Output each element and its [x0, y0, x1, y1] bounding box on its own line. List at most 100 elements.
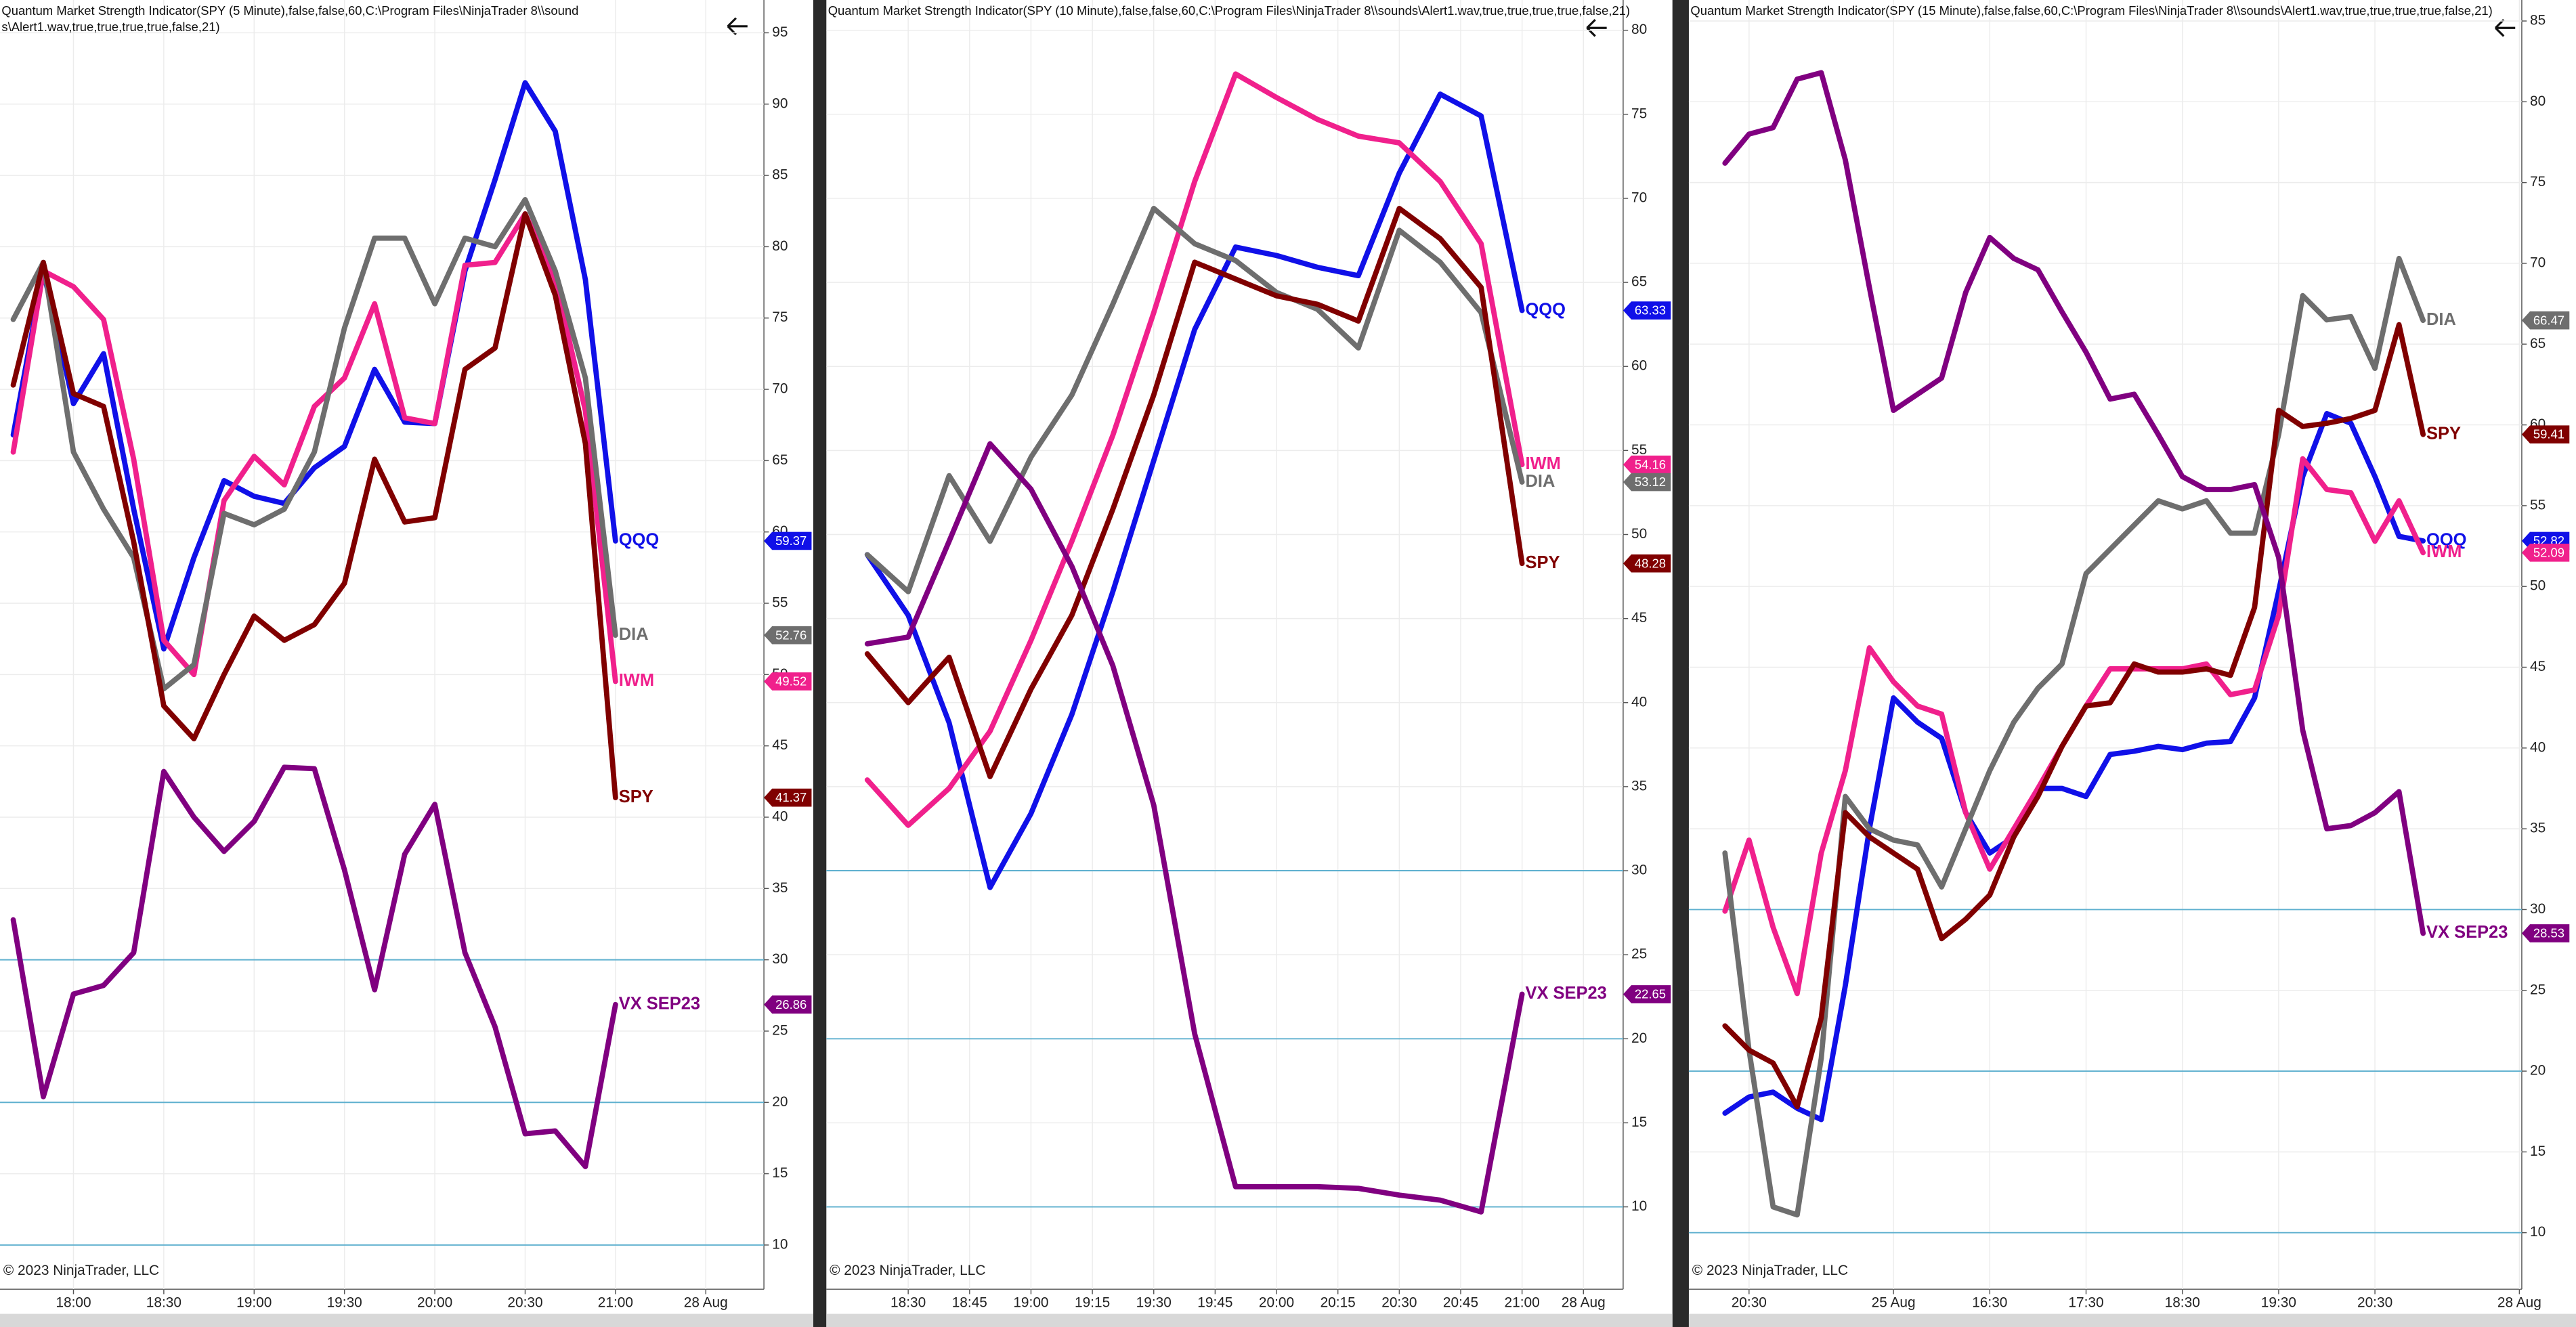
series-label: SPY — [1525, 553, 1560, 572]
x-tick-label: 18:00 — [56, 1295, 91, 1310]
x-tick-label: 25 Aug — [1872, 1295, 1916, 1310]
series-line — [10, 211, 618, 684]
x-tick-label: 19:00 — [1013, 1295, 1048, 1310]
value-tag — [764, 531, 812, 550]
x-tick-label: 20:45 — [1443, 1295, 1478, 1310]
back-arrow[interactable] — [1586, 18, 1607, 37]
y-tick-label: 15 — [2530, 1144, 2546, 1159]
y-tick-label: 20 — [2530, 1063, 2546, 1079]
y-tick-label: 35 — [1631, 778, 1647, 793]
x-tick-label: 20:00 — [1259, 1295, 1294, 1310]
y-tick-label: 70 — [772, 381, 788, 397]
x-tick-label: 28 Aug — [684, 1295, 728, 1310]
y-tick-label: 50 — [1631, 526, 1647, 542]
x-tick-label: 19:30 — [1136, 1295, 1172, 1310]
y-tick-label: 20 — [772, 1094, 788, 1110]
value-tag — [1623, 554, 1671, 573]
series-line — [864, 205, 1525, 594]
series-label: SPY — [2426, 424, 2461, 443]
value-tag-label: 63.33 — [1635, 303, 1666, 318]
value-tag — [2521, 924, 2570, 942]
series-label: VX SEP23 — [1525, 984, 1606, 1003]
y-tick-label: 10 — [772, 1236, 788, 1252]
x-tick-label: 20:30 — [507, 1295, 542, 1310]
value-tag-label: 54.16 — [1635, 457, 1666, 471]
x-tick-label: 18:30 — [890, 1295, 926, 1310]
series-line — [864, 205, 1525, 779]
series-label: QQQ — [619, 531, 659, 550]
y-tick-label: 50 — [2530, 578, 2546, 594]
series-line — [864, 441, 1525, 1215]
copyright: © 2023 NinjaTrader, LLC — [1692, 1263, 1848, 1278]
x-tick-label: 20:30 — [1381, 1295, 1417, 1310]
scrollbar[interactable] — [826, 1313, 1673, 1327]
value-tag — [764, 626, 812, 645]
value-tag — [2521, 425, 2570, 443]
title-box: Quantum Market Strength Indicator(SPY (1… — [1690, 3, 2493, 18]
y-tick-label: 10 — [2530, 1224, 2546, 1240]
y-tick-label: 25 — [1631, 947, 1647, 962]
value-tag — [1623, 455, 1671, 474]
scrollbar[interactable] — [1688, 1313, 2576, 1327]
value-tag-label: 59.41 — [2533, 427, 2564, 441]
x-tick-label: 17:30 — [2068, 1295, 2103, 1310]
scrollbar[interactable] — [0, 1313, 813, 1327]
x-tick-label: 19:15 — [1075, 1295, 1110, 1310]
y-tick-label: 75 — [1631, 106, 1647, 121]
series-label: IWM — [1525, 454, 1560, 473]
y-tick-label: 30 — [2530, 901, 2546, 917]
x-tick-label: 28 Aug — [1562, 1295, 1606, 1310]
series-label: QQQ — [2426, 531, 2466, 550]
chart-title: Quantum Market Strength Indicator(SPY (1… — [828, 3, 1631, 18]
y-tick-label: 40 — [772, 808, 788, 824]
y-tick-label: 45 — [1631, 610, 1647, 626]
y-tick-label: 70 — [2530, 255, 2546, 270]
series-label: SPY — [619, 787, 653, 806]
y-tick-label: 65 — [772, 452, 788, 468]
x-tick-label: 20:15 — [1321, 1295, 1356, 1310]
value-tag-label: 28.53 — [2533, 926, 2564, 940]
y-tick-label: 10 — [1631, 1198, 1647, 1214]
x-tick-label: 18:45 — [952, 1295, 987, 1310]
series-label: VX SEP23 — [2426, 923, 2508, 942]
y-tick-label: 75 — [772, 309, 788, 325]
x-tick-label: 21:00 — [598, 1295, 633, 1310]
value-tag-label: 48.28 — [1635, 556, 1666, 570]
x-tick-label: 19:00 — [236, 1295, 272, 1310]
y-tick-label: 75 — [2530, 174, 2546, 190]
x-tick-label: 16:30 — [1972, 1295, 2007, 1310]
y-tick-label: 55 — [2530, 497, 2546, 513]
title-box: Quantum Market Strength Indicator(SPY (5… — [1, 3, 578, 34]
panel-divider — [1672, 0, 1689, 1327]
y-tick-label: 35 — [2530, 821, 2546, 836]
y-tick-label: 85 — [2530, 13, 2546, 28]
value-tag — [764, 672, 812, 691]
copyright: © 2023 NinjaTrader, LLC — [830, 1263, 985, 1278]
y-tick-label: 65 — [2530, 336, 2546, 351]
series-label: DIA — [2426, 310, 2456, 329]
y-tick-label: 15 — [772, 1165, 788, 1181]
x-tick-label: 18:30 — [2165, 1295, 2200, 1310]
value-tag — [1623, 301, 1671, 320]
series-label: QQQ — [1525, 300, 1565, 319]
value-tag-label: 66.47 — [2533, 313, 2564, 327]
y-tick-label: 35 — [772, 880, 788, 896]
y-tick-label: 25 — [772, 1022, 788, 1038]
series-label: IWM — [619, 671, 654, 690]
series-line — [10, 80, 618, 652]
y-tick-label: 55 — [772, 595, 788, 611]
x-tick-label: 21:00 — [1505, 1295, 1540, 1310]
x-tick-label: 19:30 — [327, 1295, 362, 1310]
y-tick-label: 90 — [772, 95, 788, 111]
x-tick-label: 28 Aug — [2497, 1295, 2541, 1310]
y-tick-label: 80 — [772, 238, 788, 254]
series-label: DIA — [619, 625, 649, 644]
chart-title: Quantum Market Strength Indicator(SPY (1… — [1690, 3, 2493, 18]
y-tick-label: 80 — [2530, 93, 2546, 109]
series-line — [1722, 322, 2426, 1110]
series-line — [10, 197, 618, 692]
value-tag-label: 22.65 — [1635, 987, 1666, 1001]
